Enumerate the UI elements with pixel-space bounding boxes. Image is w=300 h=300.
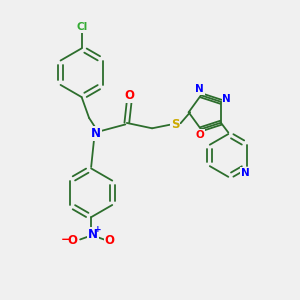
Text: O: O bbox=[67, 235, 77, 248]
Text: N: N bbox=[91, 127, 100, 140]
Text: N: N bbox=[241, 168, 250, 178]
Text: O: O bbox=[124, 89, 134, 102]
Text: −: − bbox=[60, 233, 70, 246]
Text: S: S bbox=[171, 118, 179, 131]
Text: Cl: Cl bbox=[76, 22, 87, 32]
Text: O: O bbox=[105, 235, 115, 248]
Text: +: + bbox=[94, 225, 101, 234]
Text: N: N bbox=[223, 94, 231, 104]
Text: N: N bbox=[195, 84, 204, 94]
Text: O: O bbox=[195, 130, 204, 140]
Text: N: N bbox=[88, 228, 98, 241]
